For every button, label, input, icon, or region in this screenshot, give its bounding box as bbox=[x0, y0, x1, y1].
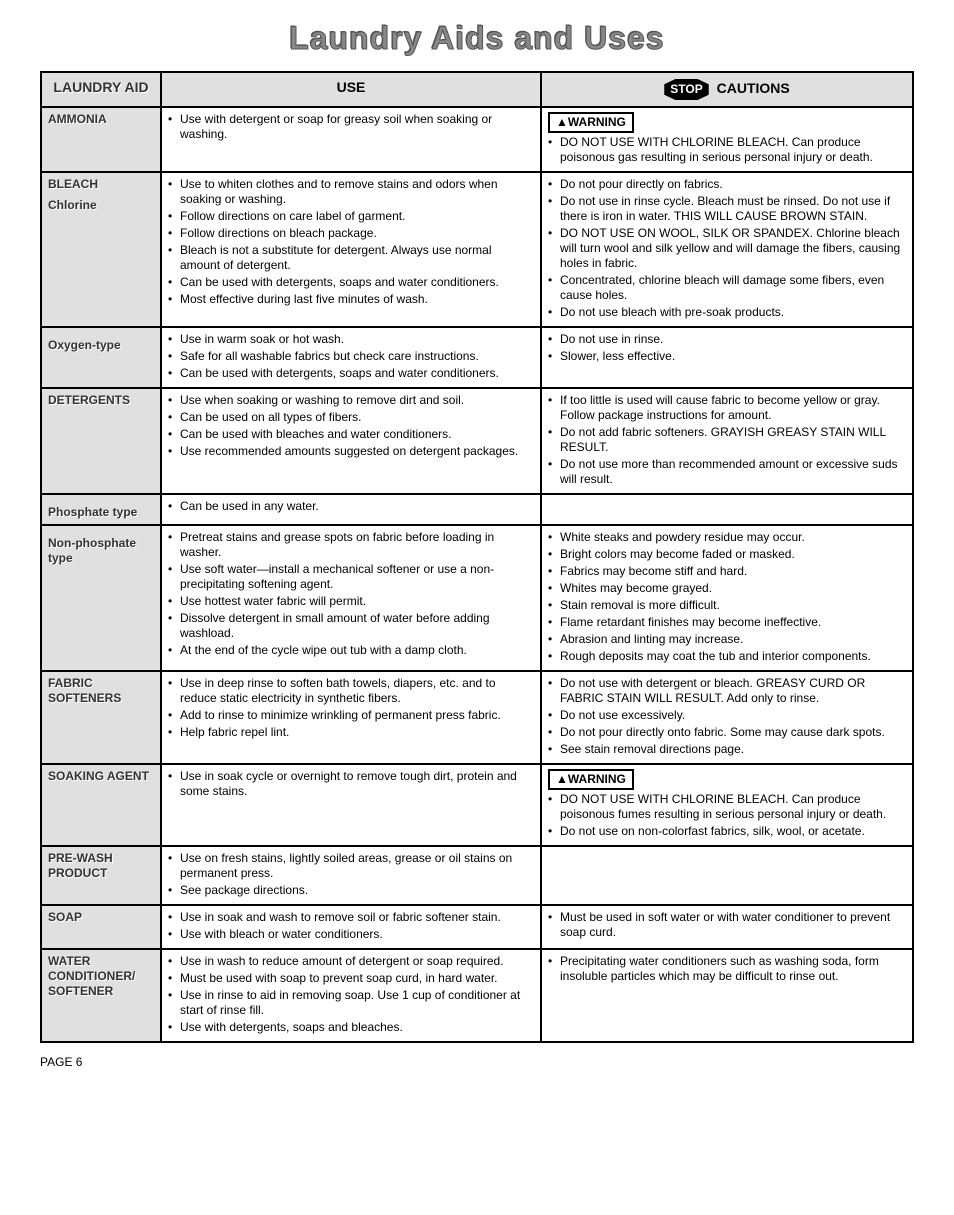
cautions-cell: Must be used in soft water or with water… bbox=[541, 905, 913, 949]
use-cell: Use on fresh stains, lightly soiled area… bbox=[161, 846, 541, 905]
aid-cell: WATER CONDITIONER/ SOFTENER bbox=[41, 949, 161, 1042]
aid-cell: Oxygen-type bbox=[41, 327, 161, 388]
warning-badge: ▲WARNING bbox=[548, 112, 634, 133]
cautions-cell bbox=[541, 846, 913, 905]
header-use: USE bbox=[161, 72, 541, 107]
cautions-cell: Precipitating water conditioners such as… bbox=[541, 949, 913, 1042]
page-title: Laundry Aids and Uses bbox=[40, 20, 914, 57]
cautions-cell bbox=[541, 494, 913, 525]
use-cell: Use in soak and wash to remove soil or f… bbox=[161, 905, 541, 949]
laundry-table: LAUNDRY AID USE STOP CAUTIONS AMMONIA Us… bbox=[40, 71, 914, 1043]
aid-cell: DETERGENTS bbox=[41, 388, 161, 494]
table-row: DETERGENTS Use when soaking or washing t… bbox=[41, 388, 913, 494]
cautions-cell: Do not use with detergent or bleach. GRE… bbox=[541, 671, 913, 764]
table-row: AMMONIA Use with detergent or soap for g… bbox=[41, 107, 913, 172]
table-row: BLEACH Chlorine Use to whiten clothes an… bbox=[41, 172, 913, 327]
header-cautions: STOP CAUTIONS bbox=[541, 72, 913, 107]
warning-badge: ▲WARNING bbox=[548, 769, 634, 790]
use-cell: Use in deep rinse to soften bath towels,… bbox=[161, 671, 541, 764]
use-cell: Can be used in any water. bbox=[161, 494, 541, 525]
aid-cell: Phosphate type bbox=[41, 494, 161, 525]
use-cell: Use to whiten clothes and to remove stai… bbox=[161, 172, 541, 327]
table-row: Oxygen-type Use in warm soak or hot wash… bbox=[41, 327, 913, 388]
aid-cell: PRE-WASH PRODUCT bbox=[41, 846, 161, 905]
use-cell: Use in soak cycle or overnight to remove… bbox=[161, 764, 541, 846]
stop-icon: STOP bbox=[664, 79, 708, 100]
table-row: SOAP Use in soak and wash to remove soil… bbox=[41, 905, 913, 949]
aid-cell: SOAKING AGENT bbox=[41, 764, 161, 846]
use-cell: Pretreat stains and grease spots on fabr… bbox=[161, 525, 541, 671]
cautions-cell: Do not pour directly on fabrics. Do not … bbox=[541, 172, 913, 327]
table-row: Non-phosphate type Pretreat stains and g… bbox=[41, 525, 913, 671]
use-cell: Use when soaking or washing to remove di… bbox=[161, 388, 541, 494]
aid-cell: FABRIC SOFTENERS bbox=[41, 671, 161, 764]
aid-cell: SOAP bbox=[41, 905, 161, 949]
use-cell: Use in wash to reduce amount of detergen… bbox=[161, 949, 541, 1042]
aid-cell: AMMONIA bbox=[41, 107, 161, 172]
table-row: SOAKING AGENT Use in soak cycle or overn… bbox=[41, 764, 913, 846]
aid-cell: BLEACH Chlorine bbox=[41, 172, 161, 327]
aid-cell: Non-phosphate type bbox=[41, 525, 161, 671]
table-row: PRE-WASH PRODUCT Use on fresh stains, li… bbox=[41, 846, 913, 905]
cautions-cell: If too little is used will cause fabric … bbox=[541, 388, 913, 494]
cautions-cell: ▲WARNING DO NOT USE WITH CHLORINE BLEACH… bbox=[541, 764, 913, 846]
table-row: Phosphate type Can be used in any water. bbox=[41, 494, 913, 525]
table-row: FABRIC SOFTENERS Use in deep rinse to so… bbox=[41, 671, 913, 764]
use-cell: Use with detergent or soap for greasy so… bbox=[161, 107, 541, 172]
cautions-cell: Do not use in rinse. Slower, less effect… bbox=[541, 327, 913, 388]
table-row: WATER CONDITIONER/ SOFTENER Use in wash … bbox=[41, 949, 913, 1042]
page-number: PAGE 6 bbox=[40, 1055, 914, 1069]
header-aid: LAUNDRY AID bbox=[41, 72, 161, 107]
use-cell: Use in warm soak or hot wash. Safe for a… bbox=[161, 327, 541, 388]
cautions-cell: White steaks and powdery residue may occ… bbox=[541, 525, 913, 671]
cautions-cell: ▲WARNING DO NOT USE WITH CHLORINE BLEACH… bbox=[541, 107, 913, 172]
